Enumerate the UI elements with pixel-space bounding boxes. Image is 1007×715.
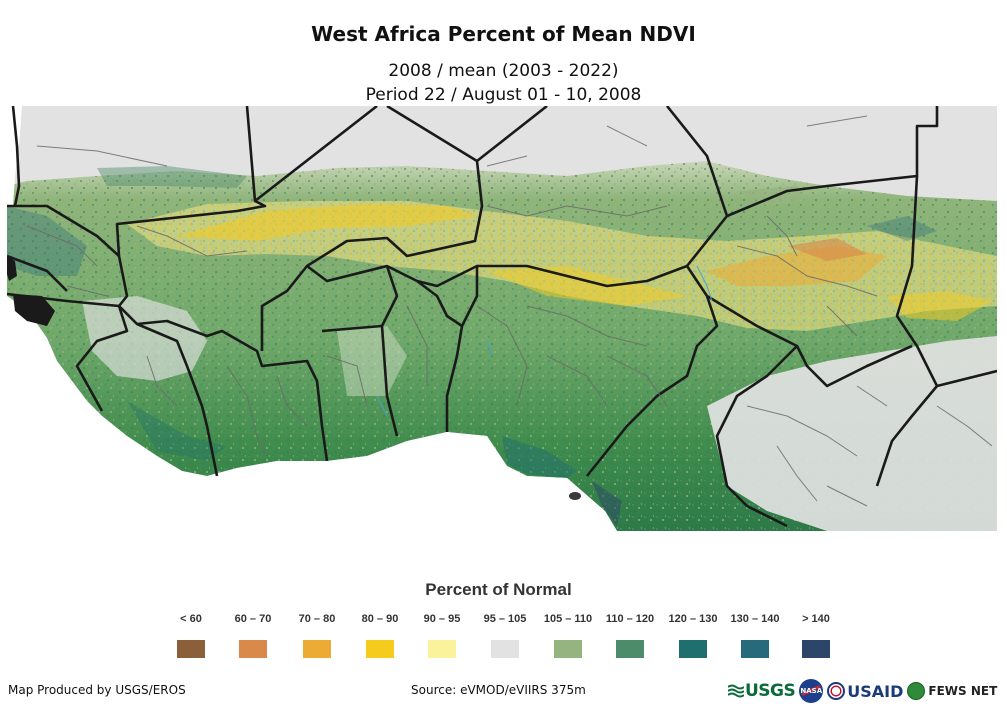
nasa-logo: NASA	[799, 679, 824, 703]
legend-swatch	[239, 640, 267, 658]
fews-net-logo-text: FEWS NET	[928, 684, 998, 698]
legend-label: > 140	[802, 613, 830, 625]
legend-item: 90 – 95	[407, 613, 477, 658]
legend-label: 70 – 80	[298, 613, 336, 625]
grey-region-east	[707, 336, 997, 531]
data-source: Source: eVMOD/eVIIRS 375m	[411, 683, 586, 697]
legend-swatch	[366, 640, 394, 658]
legend-label: 95 – 105	[483, 613, 527, 625]
legend-title: Percent of Normal	[425, 580, 572, 599]
legend-label: 60 – 70	[234, 613, 272, 625]
legend-swatch	[177, 640, 205, 658]
legend-label: 130 – 140	[730, 613, 780, 625]
legend-swatch	[616, 640, 644, 658]
legend-item: 80 – 90	[345, 613, 415, 658]
usaid-seal-icon	[827, 682, 846, 700]
legend-swatch	[491, 640, 519, 658]
legend-swatch	[802, 640, 830, 658]
legend-label: 120 – 130	[668, 613, 718, 625]
legend-item: 70 – 80	[282, 613, 352, 658]
fews-net-logo: FEWS NET	[907, 682, 997, 700]
legend-label: 80 – 90	[361, 613, 399, 625]
usaid-logo: USAID	[827, 682, 903, 701]
atlantic-ocean	[7, 296, 617, 531]
legend-label: < 60	[180, 613, 202, 625]
legend-swatch	[741, 640, 769, 658]
legend-item: < 60	[156, 613, 226, 658]
map-credit: Map Produced by USGS/EROS	[8, 683, 186, 697]
ndvi-map-svg	[7, 106, 997, 531]
usgs-logo-text: USGS	[745, 681, 796, 701]
ndvi-map	[7, 106, 997, 531]
legend-swatch	[428, 640, 456, 658]
usaid-logo-text: USAID	[847, 681, 904, 701]
legend-label: 110 – 120	[605, 613, 655, 625]
globe-icon	[907, 682, 926, 700]
map-title: West Africa Percent of Mean NDVI	[311, 22, 696, 46]
country-borders	[7, 106, 997, 528]
legend-item: 110 – 120	[595, 613, 665, 658]
legend-item: 130 – 140	[720, 613, 790, 658]
usgs-wave-icon	[728, 684, 744, 698]
nasa-logo-text: NASA	[800, 687, 823, 695]
map-subtitle-dekad: Period 22 / August 01 - 10, 2008	[365, 85, 642, 105]
sahara-region	[7, 106, 997, 201]
logo-strip: USGS NASA USAID FEWS NET	[728, 677, 1000, 705]
legend-swatch	[554, 640, 582, 658]
legend-label: 105 – 110	[543, 613, 593, 625]
map-subtitle-period: 2008 / mean (2003 - 2022)	[388, 61, 619, 81]
legend-item: > 140	[781, 613, 851, 658]
legend-swatch	[679, 640, 707, 658]
admin-borders	[26, 115, 993, 507]
usgs-logo: USGS	[728, 681, 796, 701]
legend-swatch	[303, 640, 331, 658]
legend-item: 60 – 70	[218, 613, 288, 658]
legend-label: 90 – 95	[423, 613, 461, 625]
legend-item: 95 – 105	[470, 613, 540, 658]
legend-item: 105 – 110	[533, 613, 603, 658]
legend-item: 120 – 130	[658, 613, 728, 658]
